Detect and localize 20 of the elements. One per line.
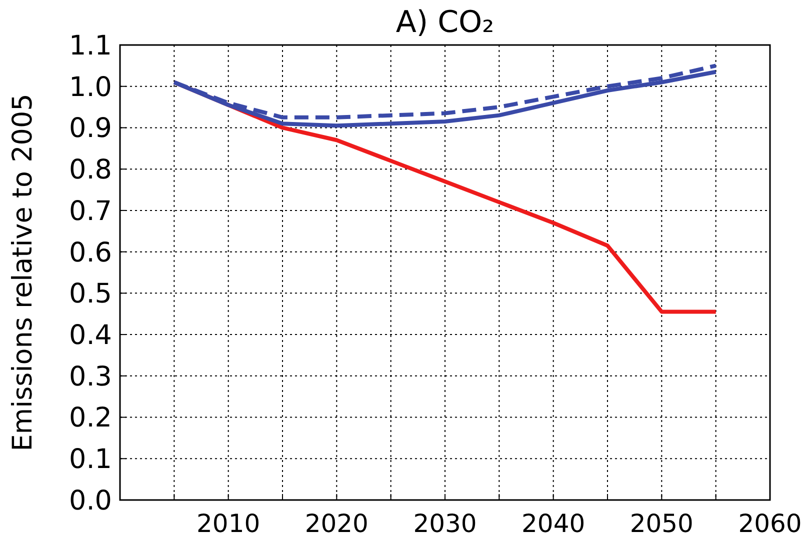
x-tick-label: 2050: [630, 509, 694, 538]
y-tick-label: 0.0: [69, 485, 112, 516]
y-tick-label: 0.8: [69, 154, 112, 186]
y-axis-title: Emissions relative to 2005: [7, 94, 38, 452]
y-tick-label: 0.3: [69, 361, 112, 392]
y-tick-label: 1.1: [69, 30, 112, 62]
y-tick-label: 1.0: [69, 72, 112, 103]
y-tick-label: 0.5: [69, 278, 112, 310]
x-tick-label: 2040: [522, 509, 586, 538]
y-tick-label: 0.2: [69, 402, 112, 434]
x-tick-label: 2060: [738, 509, 802, 538]
x-tick-label: 2030: [413, 509, 477, 538]
y-tick-label: 0.6: [69, 237, 112, 268]
y-tick-label: 0.7: [69, 196, 112, 227]
y-tick-label: 0.9: [69, 113, 112, 144]
y-tick-label: 0.1: [69, 444, 112, 476]
x-tick-label: 2020: [304, 509, 368, 538]
y-tick-label: 0.4: [69, 320, 112, 351]
x-tick-label: 2010: [196, 509, 260, 538]
chart-title: A) CO₂: [396, 5, 494, 40]
